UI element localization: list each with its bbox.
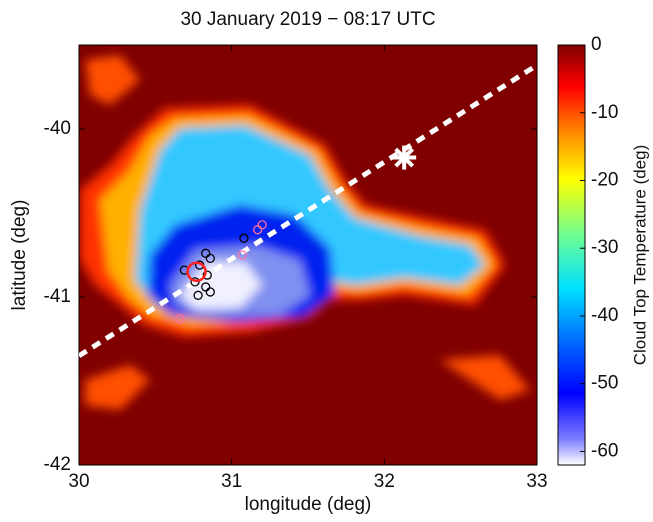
y-axis-label: latitude (deg) — [9, 200, 30, 311]
page: {"chart_data": { "type": "heatmap", "tit… — [0, 0, 653, 522]
star-marker — [392, 146, 416, 170]
x-tick-label: 31 — [221, 471, 242, 492]
colorbar-tick-label: -50 — [591, 373, 618, 394]
colorbar — [558, 45, 585, 465]
y-tick-label: -41 — [44, 286, 71, 307]
colorbar-tick-label: -40 — [591, 305, 618, 326]
x-axis-label: longitude (deg) — [245, 494, 372, 515]
colorbar-label: Cloud Top Temperature (deg) — [630, 145, 649, 366]
chart: 30 January 2019 − 08:17 UTC longitude (d… — [0, 0, 653, 517]
y-tick-label: -42 — [44, 454, 71, 475]
colorbar-tick-label: -20 — [591, 169, 618, 190]
y-tick-label: -40 — [44, 118, 71, 139]
x-tick-label: 30 — [68, 471, 89, 492]
x-tick-label: 33 — [526, 471, 547, 492]
colorbar-tick-label: -10 — [591, 102, 618, 123]
colorbar-tick-label: -30 — [591, 237, 618, 258]
colorbar-tick-label: 0 — [591, 34, 602, 55]
colorbar-tick-label: -60 — [591, 440, 618, 461]
chart-title: 30 January 2019 − 08:17 UTC — [180, 9, 435, 30]
x-tick-label: 32 — [374, 471, 395, 492]
field — [79, 45, 537, 465]
